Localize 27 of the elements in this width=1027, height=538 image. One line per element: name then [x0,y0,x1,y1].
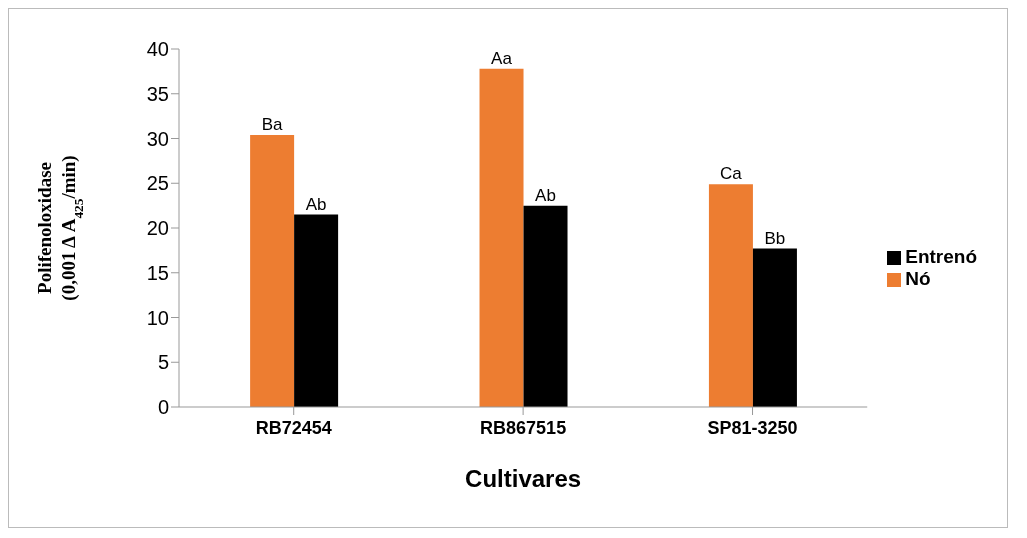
bar [523,205,568,407]
data-label: Ba [261,114,284,134]
data-label: Ca [720,164,743,184]
legend-label: Nó [905,268,931,289]
x-axis-title: Cultivares [465,465,582,492]
data-label: Ab [305,194,327,214]
x-tick-label: RB72454 [255,417,332,438]
y-tick-label: 40 [146,38,169,61]
y-tick-label: 5 [157,351,169,374]
y-tick-label: 15 [146,261,169,284]
y-tick-label: 30 [146,127,169,150]
bar [708,184,753,407]
y-tick-label: 35 [146,82,169,105]
y-tick-label: 25 [146,172,169,195]
y-tick-label: 20 [146,217,169,240]
legend-label: Entrenó [905,246,977,267]
y-tick-label: 10 [146,306,169,329]
bar [479,68,524,407]
x-tick-label: RB867515 [480,417,567,438]
data-label: Ab [535,185,556,205]
bar [752,248,797,407]
bar [294,214,339,407]
x-tick-label: SP81-3250 [707,417,798,438]
y-tick-label: 0 [157,396,169,419]
bar [250,134,295,407]
data-label: Bb [764,228,786,248]
data-label: Aa [491,48,513,68]
